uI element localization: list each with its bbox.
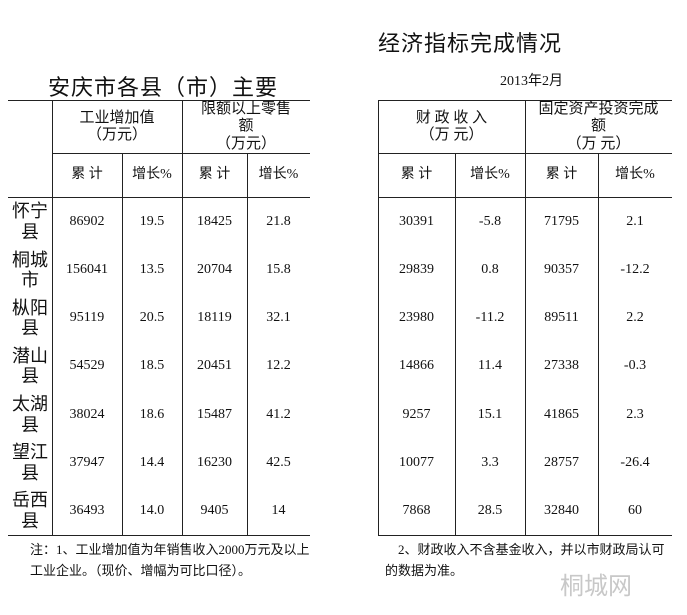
rule bbox=[8, 100, 310, 101]
county-name: 潜山县 bbox=[12, 345, 48, 387]
cell-value: 41865 bbox=[544, 406, 579, 422]
cell-value: 19.5 bbox=[139, 214, 165, 230]
cell-value: 37947 bbox=[69, 454, 105, 470]
cell-value: 71795 bbox=[544, 214, 579, 230]
cell-value: 18119 bbox=[197, 310, 232, 326]
sub-header: 累 计 bbox=[198, 167, 231, 183]
sub-header: 增长% bbox=[132, 167, 172, 183]
cell-value: 27338 bbox=[544, 358, 579, 374]
cell-value: 11.4 bbox=[478, 358, 502, 374]
cell-value: 28.5 bbox=[477, 502, 503, 518]
rule bbox=[455, 153, 456, 535]
note: 2、财政收入不含基金收入，并以市财政局认可的数据为准。 bbox=[385, 542, 665, 578]
cell-value: 9257 bbox=[402, 406, 431, 422]
sub-header: 增长% bbox=[258, 167, 299, 183]
rule bbox=[8, 197, 310, 198]
cell-value: 10077 bbox=[399, 454, 434, 470]
cell-value: 12.2 bbox=[266, 358, 291, 374]
cell-value: 18.5 bbox=[139, 358, 165, 374]
cell-value: 15487 bbox=[197, 406, 232, 422]
date: 2013年2月 bbox=[500, 74, 563, 89]
county-name: 桐城市 bbox=[12, 249, 48, 291]
cell-value: 14866 bbox=[399, 358, 434, 374]
sub-header: 累 计 bbox=[545, 167, 578, 183]
county-name: 岳西县 bbox=[12, 490, 48, 531]
cell-value: 14.4 bbox=[139, 454, 165, 470]
cell-value: 2.2 bbox=[626, 310, 644, 326]
cell-value: 18425 bbox=[197, 214, 232, 230]
cell-value: 15.8 bbox=[266, 262, 291, 278]
rule bbox=[122, 153, 123, 535]
county-name: 望江县 bbox=[12, 442, 48, 483]
rule bbox=[598, 153, 599, 535]
cell-value: 42.5 bbox=[266, 454, 291, 470]
cell-value: 54529 bbox=[69, 358, 105, 374]
cell-value: 89511 bbox=[544, 310, 579, 326]
cell-value: 90357 bbox=[544, 262, 579, 278]
cell-value: 18.6 bbox=[139, 406, 165, 422]
rule bbox=[52, 153, 310, 154]
cell-value: 3.3 bbox=[481, 454, 499, 470]
cell-value: 0.8 bbox=[481, 262, 499, 278]
county-name: 枞阳县 bbox=[12, 297, 48, 339]
cell-value: 14 bbox=[271, 502, 286, 518]
group-header: 限额以上零售 额 （万元） bbox=[200, 101, 291, 152]
rule bbox=[247, 153, 248, 535]
cell-value: 30391 bbox=[399, 214, 434, 230]
cell-value: 29839 bbox=[399, 262, 434, 278]
cell-value: 2.3 bbox=[626, 406, 644, 422]
watermark: 桐城网 bbox=[560, 572, 632, 600]
note: 注：1、工业增加值为年销售收入2000万元及以上工业企业。（现价、增幅为可比口径… bbox=[30, 542, 310, 578]
cell-value: 156041 bbox=[66, 262, 108, 278]
group-header: 固定资产投资完成 额 （万 元） bbox=[538, 101, 659, 152]
cell-value: 9405 bbox=[200, 502, 229, 518]
cell-value: 15.1 bbox=[477, 406, 503, 422]
cell-value: 20704 bbox=[197, 262, 232, 278]
cell-value: 28757 bbox=[544, 454, 579, 470]
cell-value: 23980 bbox=[399, 310, 434, 326]
sub-header: 累 计 bbox=[71, 167, 103, 183]
cell-value: 2.1 bbox=[626, 214, 644, 230]
cell-value: 32.1 bbox=[266, 310, 291, 326]
cell-value: 21.8 bbox=[266, 214, 291, 230]
sub-header: 累 计 bbox=[400, 167, 433, 183]
title-right: 经济指标完成情况 bbox=[378, 31, 563, 56]
rule bbox=[378, 100, 379, 535]
title-left: 安庆市各县（市）主要 bbox=[48, 75, 279, 100]
cell-value: 95119 bbox=[69, 310, 105, 326]
cell-value: 20451 bbox=[197, 358, 232, 374]
cell-value: 86902 bbox=[69, 214, 105, 230]
rule bbox=[52, 100, 53, 535]
cell-value: 32840 bbox=[544, 502, 579, 518]
rule bbox=[525, 100, 526, 535]
rule bbox=[182, 100, 183, 535]
rule bbox=[8, 535, 310, 536]
sub-header: 增长% bbox=[470, 167, 510, 183]
cell-value: -26.4 bbox=[620, 454, 650, 470]
county-name: 怀宁县 bbox=[12, 201, 48, 243]
cell-value: 16230 bbox=[197, 454, 232, 470]
cell-value: -12.2 bbox=[620, 262, 650, 278]
cell-value: 36493 bbox=[69, 502, 105, 518]
cell-value: -11.2 bbox=[475, 310, 505, 326]
cell-value: 13.5 bbox=[139, 262, 165, 278]
cell-value: -0.3 bbox=[623, 358, 647, 374]
cell-value: -5.8 bbox=[478, 214, 502, 230]
cell-value: 41.2 bbox=[266, 406, 291, 422]
group-header: 财 政 收 入 （万 元） bbox=[415, 109, 488, 143]
cell-value: 20.5 bbox=[139, 310, 165, 326]
cell-value: 7868 bbox=[402, 502, 431, 518]
cell-value: 60 bbox=[628, 502, 642, 518]
group-header: 工业增加值 （万元） bbox=[79, 109, 155, 143]
cell-value: 14.0 bbox=[139, 502, 165, 518]
cell-value: 38024 bbox=[69, 406, 105, 422]
sub-header: 增长% bbox=[615, 167, 655, 183]
rule bbox=[378, 535, 672, 536]
county-name: 太湖县 bbox=[12, 393, 48, 435]
